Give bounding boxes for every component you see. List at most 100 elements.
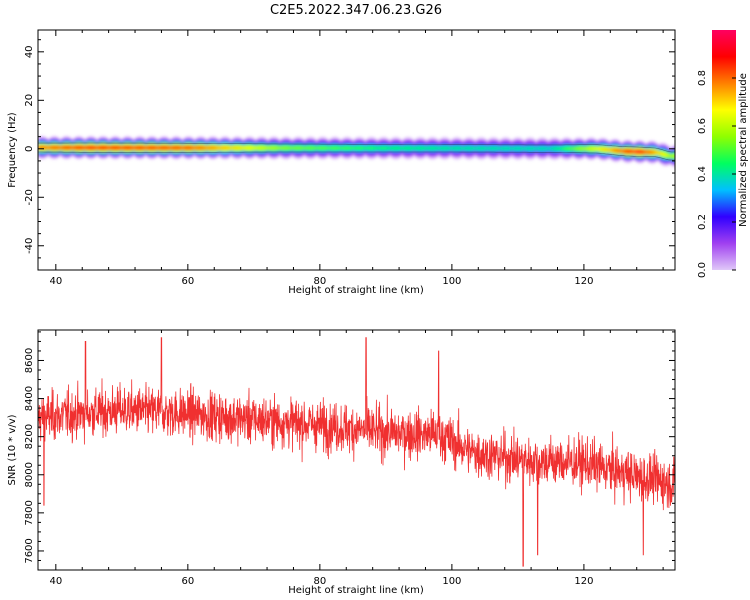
spectrogram-cell	[608, 148, 612, 151]
spectrogram-cell	[379, 146, 383, 150]
spectrogram-cell	[426, 147, 430, 150]
spectrogram-cell	[296, 146, 300, 150]
spectrogram-cell	[116, 146, 120, 149]
spectrogram-cell	[84, 146, 88, 149]
spectrogram-cell	[460, 147, 464, 150]
spectrogram-cell	[627, 150, 631, 153]
spectrogram-x-axis-label: Height of straight line (km)	[288, 285, 424, 296]
spectrogram-cell	[155, 146, 159, 149]
spectrogram-cell	[125, 146, 129, 149]
spectrogram-cell	[396, 146, 400, 150]
spectrogram-frame	[37, 29, 676, 271]
spectrogram-cell	[102, 146, 106, 149]
colorbar-tick-label: 0.0	[697, 262, 708, 278]
spectrogram-cell	[405, 146, 409, 150]
spectrogram-cell	[167, 146, 171, 149]
spectrogram-cell	[386, 147, 390, 150]
spectrogram-ridge	[38, 136, 675, 167]
spectrogram-cell	[449, 147, 453, 150]
spectrogram-cell	[610, 149, 614, 152]
spectrogram-cell	[412, 147, 416, 150]
spectrogram-cell	[645, 151, 649, 154]
spectrogram-cell	[347, 146, 351, 150]
spectrogram-cell	[440, 147, 443, 150]
spectrogram-cell	[525, 147, 529, 150]
spectrogram-cell	[606, 148, 610, 151]
spectrogram-cell	[652, 151, 656, 154]
spectrogram-cell	[433, 147, 436, 150]
spectrogram-cell	[382, 146, 386, 150]
spectrogram-cell	[342, 146, 346, 150]
spectrogram-cell	[178, 146, 182, 149]
spectrogram-cell	[338, 147, 342, 150]
spectrogram-cell	[91, 146, 95, 149]
spectrogram-cell	[654, 151, 658, 154]
spectrogram-cell	[88, 146, 92, 149]
spectrogram-cell	[232, 146, 235, 150]
spectrogram-cell	[583, 147, 587, 150]
spectrogram-cell	[118, 146, 122, 149]
spectrogram-cell	[315, 147, 319, 149]
spectrogram-cell	[634, 150, 637, 153]
spectrogram-cell	[467, 147, 471, 150]
spectrogram-cell	[289, 147, 293, 150]
x-tick-label: 120	[574, 576, 593, 587]
x-tick-label: 80	[313, 576, 326, 587]
spectrogram-cell	[77, 146, 81, 149]
spectrogram-cell	[100, 146, 104, 149]
spectrogram-cell	[174, 146, 178, 150]
spectrogram-cell	[638, 150, 642, 154]
spectrogram-cell	[356, 146, 360, 150]
spectrogram-ridge-edge	[38, 142, 675, 153]
x-tick-label: 80	[313, 276, 326, 287]
spectrogram-cell	[613, 149, 617, 152]
spectrogram-cell	[532, 147, 536, 150]
spectrogram-cell	[123, 146, 127, 149]
spectrogram-cell	[430, 147, 434, 150]
spectrogram-cell	[495, 147, 499, 150]
spectrogram-cell	[537, 147, 540, 150]
spectrogram-cell	[107, 146, 111, 149]
spectrogram-cell	[250, 146, 254, 150]
x-tick-label: 120	[574, 276, 593, 287]
spectrogram-cell	[38, 146, 41, 149]
x-tick-label: 100	[442, 576, 461, 587]
spectrogram-cell	[93, 146, 97, 149]
spectrogram-cell	[324, 146, 328, 150]
spectrogram-cell	[470, 147, 473, 150]
spectrogram-cell	[47, 146, 51, 149]
spectrogram-cell	[259, 146, 263, 150]
spectrogram-cell	[578, 147, 582, 150]
spectrogram-cell	[95, 146, 99, 149]
spectrogram-cell	[273, 146, 277, 150]
spectrogram-cell	[236, 146, 240, 150]
spectrogram-cell	[384, 146, 388, 150]
spectrogram-cell	[416, 147, 420, 150]
spectrogram-cell	[345, 146, 349, 150]
colorbar-tick-label: 0.6	[697, 118, 708, 134]
spectrogram-cell	[151, 146, 155, 150]
spectrogram-cell	[188, 146, 192, 150]
spectrogram-cell	[543, 147, 547, 150]
spectrogram-cell	[280, 146, 284, 150]
spectrogram-cell	[500, 147, 503, 150]
spectrogram-cell	[176, 146, 180, 150]
spectrogram-cell	[211, 146, 215, 150]
spectrogram-cell	[137, 146, 141, 149]
spectrogram-cell	[222, 146, 226, 150]
spectrogram-cell	[354, 146, 358, 150]
spectrogram-cell	[550, 147, 554, 150]
spectrogram-cell	[359, 146, 363, 150]
snr-frame	[37, 329, 676, 571]
spectrogram-cell	[624, 150, 628, 153]
x-tick-label: 40	[49, 576, 62, 587]
spectrogram-cell	[153, 146, 157, 149]
spectrogram-cell	[262, 146, 266, 150]
spectrogram-cell	[562, 147, 566, 150]
spectrogram-cell	[306, 146, 309, 150]
spectrogram-cell	[659, 152, 663, 155]
colorbar-label: Normalized spectral amplitude	[738, 73, 749, 227]
spectrogram-cell	[361, 147, 365, 150]
spectrogram-panel: 40 60 80 100 120 40 20 0 -20 -40 Height of straig…	[7, 29, 676, 296]
spectrogram-cell	[299, 146, 302, 150]
